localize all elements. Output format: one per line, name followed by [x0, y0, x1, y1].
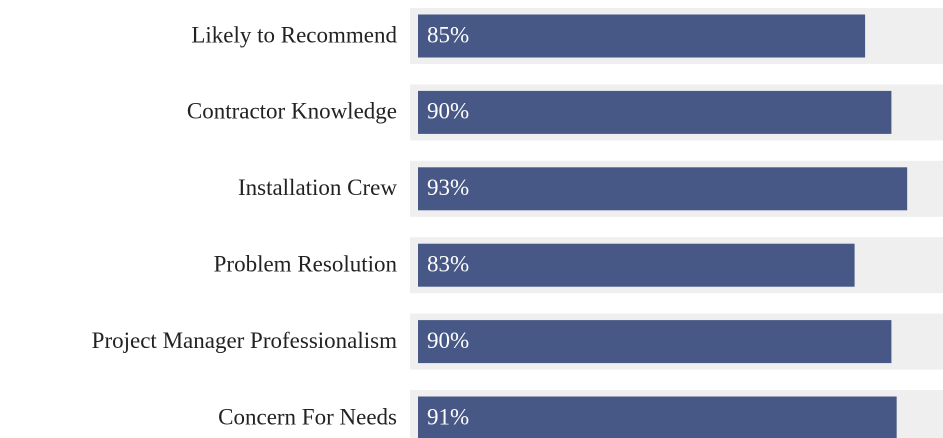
bar: [418, 14, 866, 58]
category-label: Problem Resolution: [214, 251, 398, 276]
value-label: 93%: [427, 175, 469, 200]
bar: [418, 90, 892, 134]
category-label: Likely to Recommend: [191, 22, 397, 47]
bar: [418, 243, 855, 287]
category-label: Contractor Knowledge: [187, 99, 397, 124]
bar: [418, 320, 892, 364]
bar: [418, 396, 897, 438]
value-label: 90%: [427, 99, 469, 124]
category-label: Project Manager Professionalism: [92, 328, 397, 353]
value-label: 90%: [427, 328, 469, 353]
bar: [418, 167, 908, 211]
category-label: Concern For Needs: [218, 404, 397, 429]
category-label: Installation Crew: [238, 175, 397, 200]
value-label: 91%: [427, 404, 469, 429]
value-label: 85%: [427, 22, 469, 47]
value-label: 83%: [427, 251, 469, 276]
